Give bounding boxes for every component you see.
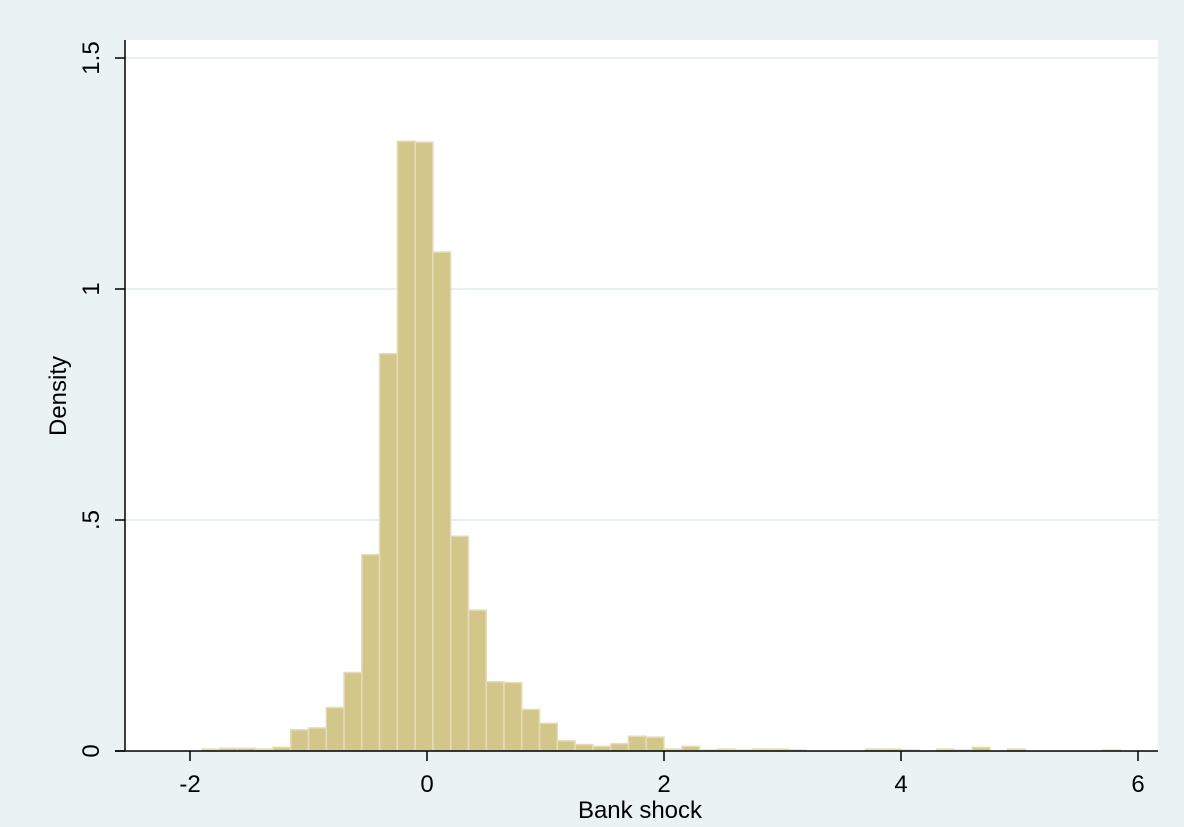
histogram-bar: [432, 251, 452, 752]
histogram-bar: [467, 609, 488, 752]
histogram-bar: [485, 680, 505, 752]
x-tick-label: 6: [1131, 771, 1144, 798]
y-tick-label: 1.5: [78, 41, 105, 74]
histogram-bar: [627, 735, 647, 752]
y-tick-label: .5: [78, 510, 105, 530]
histogram-bars: [201, 140, 1121, 752]
y-axis-title: Density: [45, 356, 72, 436]
x-tick-label: -2: [179, 771, 200, 798]
x-tick-label: 4: [894, 771, 907, 798]
histogram-bar: [556, 740, 576, 752]
histogram-bar: [343, 671, 363, 752]
histogram-bar: [414, 141, 434, 752]
histogram-bar: [378, 352, 399, 752]
x-tick-label: 0: [420, 771, 433, 798]
histogram-bar: [503, 681, 523, 752]
histogram-bar: [361, 553, 381, 752]
axes: -2 0 2 4 6 0 .5 1 1.5: [78, 40, 1158, 798]
histogram-bar: [307, 727, 328, 752]
gridlines: [125, 57, 1158, 521]
histogram-bar: [396, 140, 416, 752]
histogram-bar: [325, 706, 345, 752]
x-tick-label: 2: [657, 771, 670, 798]
histogram-bar: [574, 743, 594, 752]
x-axis-title: Bank shock: [578, 797, 703, 824]
histogram-bar: [645, 736, 665, 752]
plot-area: [125, 40, 1158, 751]
y-tick-label: 0: [78, 744, 105, 757]
histogram-bar: [521, 708, 541, 752]
histogram-bar: [609, 742, 630, 752]
histogram-bar: [289, 728, 310, 752]
histogram-bar: [449, 535, 470, 752]
histogram-bar: [538, 722, 559, 752]
y-tick-label: 1: [78, 282, 105, 295]
